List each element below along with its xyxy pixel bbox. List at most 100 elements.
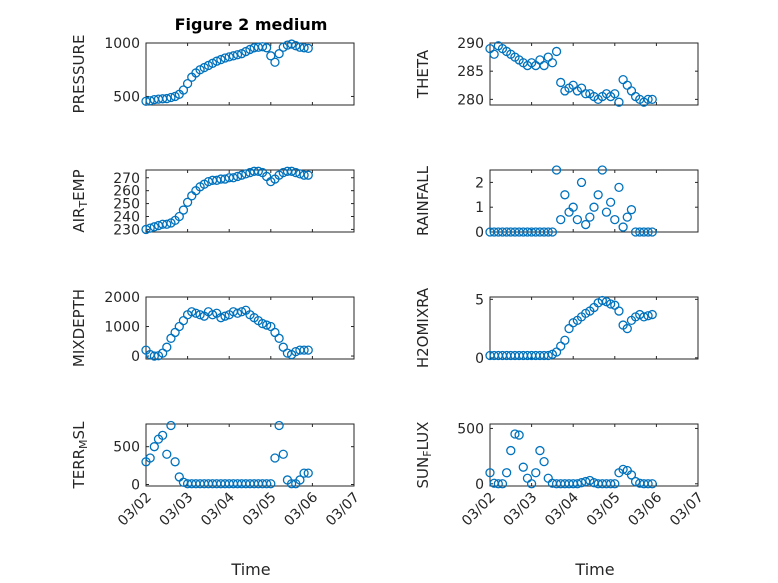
data-point [510, 429, 520, 439]
axes-frame [145, 169, 355, 233]
data-point [274, 333, 284, 343]
axes-frame [489, 169, 699, 233]
y-tick-label: 500 [113, 89, 140, 105]
y-tick-label: 2000 [104, 290, 140, 306]
x-tick-label: 03/05 [584, 490, 624, 530]
y-tick-label: 270 [113, 171, 140, 187]
data-point [605, 299, 616, 309]
data-point [299, 468, 309, 478]
data-point [643, 227, 653, 237]
y-axis-label: SUNFLUX [414, 422, 434, 489]
data-point [610, 479, 620, 489]
data-point [245, 44, 255, 55]
data-point [493, 479, 503, 489]
y-axis-label: THETA [414, 49, 432, 99]
data-point [162, 93, 172, 104]
axes-frame [145, 296, 355, 360]
data-point [560, 190, 570, 200]
y-axis-label: TERRMSL [70, 421, 90, 490]
panel-sun-flux: 03/02 03/03 03/04 03/05 03/06 03/07 0 500 SUNFLU… [414, 421, 707, 529]
data-point [145, 453, 155, 463]
data-point [191, 308, 201, 318]
data-point [270, 453, 280, 463]
data-point [597, 165, 607, 175]
data-point [531, 468, 541, 478]
data-point [291, 167, 301, 178]
data-point [568, 202, 578, 212]
data-point [593, 190, 603, 200]
panel-pressure: 500 1000 PRESSURE [70, 35, 355, 114]
x-tick-label: 03/06 [281, 489, 321, 529]
y-axis-label: MIXDEPTH [70, 289, 88, 367]
y-tick-label: 500 [457, 421, 484, 437]
data-point [149, 222, 159, 232]
axes-frame [145, 423, 355, 487]
data-point [485, 468, 495, 478]
x-tick-label: 03/06 [625, 489, 665, 529]
data-point [266, 479, 276, 489]
data-point [220, 311, 230, 321]
data-point [141, 224, 151, 235]
data-point [556, 77, 566, 88]
data-point [178, 205, 189, 215]
figure-title: Figure 2 medium [175, 15, 328, 34]
data-point [572, 214, 583, 225]
data-point [257, 318, 268, 329]
axes-frame [489, 423, 699, 487]
data-point [622, 212, 632, 222]
data-point [228, 51, 239, 61]
data-point [622, 323, 632, 334]
y-tick-label: 0 [131, 349, 140, 365]
data-point [266, 51, 276, 61]
data-point [610, 214, 620, 225]
data-point [497, 479, 508, 489]
data-point [162, 219, 172, 229]
data-point [647, 94, 657, 105]
data-point [299, 43, 309, 53]
y-tick-label: 5 [475, 292, 484, 308]
data-point [253, 166, 263, 176]
data-point [232, 308, 243, 318]
data-point [187, 307, 197, 317]
data-point [581, 219, 591, 230]
y-tick-label: 0 [475, 351, 484, 367]
data-point [576, 177, 587, 188]
x-tick-label: 03/03 [157, 490, 197, 530]
axes-frame [489, 296, 699, 360]
x-tick-label: 03/07 [323, 490, 363, 530]
data-point [237, 170, 247, 180]
data-point [261, 320, 272, 330]
data-point [626, 205, 637, 215]
data-point [162, 449, 172, 459]
panel-mixdepth: 0 1000 2000 MIXDEPTH [70, 289, 355, 367]
data-point [639, 312, 649, 322]
data-point [547, 58, 558, 68]
data-point [278, 449, 288, 459]
data-point [560, 335, 570, 345]
y-tick-label: 0 [131, 477, 140, 493]
y-tick-label: 1000 [104, 36, 140, 52]
y-tick-label: 1 [475, 200, 484, 216]
y-tick-label: 1000 [104, 320, 140, 336]
data-point [647, 227, 657, 237]
data-point [157, 430, 168, 440]
data-point [261, 479, 272, 489]
data-point [212, 56, 222, 66]
data-point [299, 345, 309, 355]
y-tick-label: 500 [113, 440, 140, 456]
data-point [216, 54, 226, 65]
data-point [506, 445, 516, 456]
data-point [228, 173, 239, 183]
data-point [257, 42, 268, 52]
data-point [597, 295, 607, 306]
data-point [526, 479, 537, 489]
data-point [581, 89, 591, 99]
data-point [299, 170, 309, 180]
y-axis-label: PRESSURE [70, 35, 88, 114]
data-point [572, 479, 583, 489]
x-tick-label: 03/04 [198, 489, 238, 529]
data-point [274, 49, 284, 59]
data-point [237, 307, 247, 317]
panel-theta: 280 285 290 THETA [414, 36, 699, 108]
